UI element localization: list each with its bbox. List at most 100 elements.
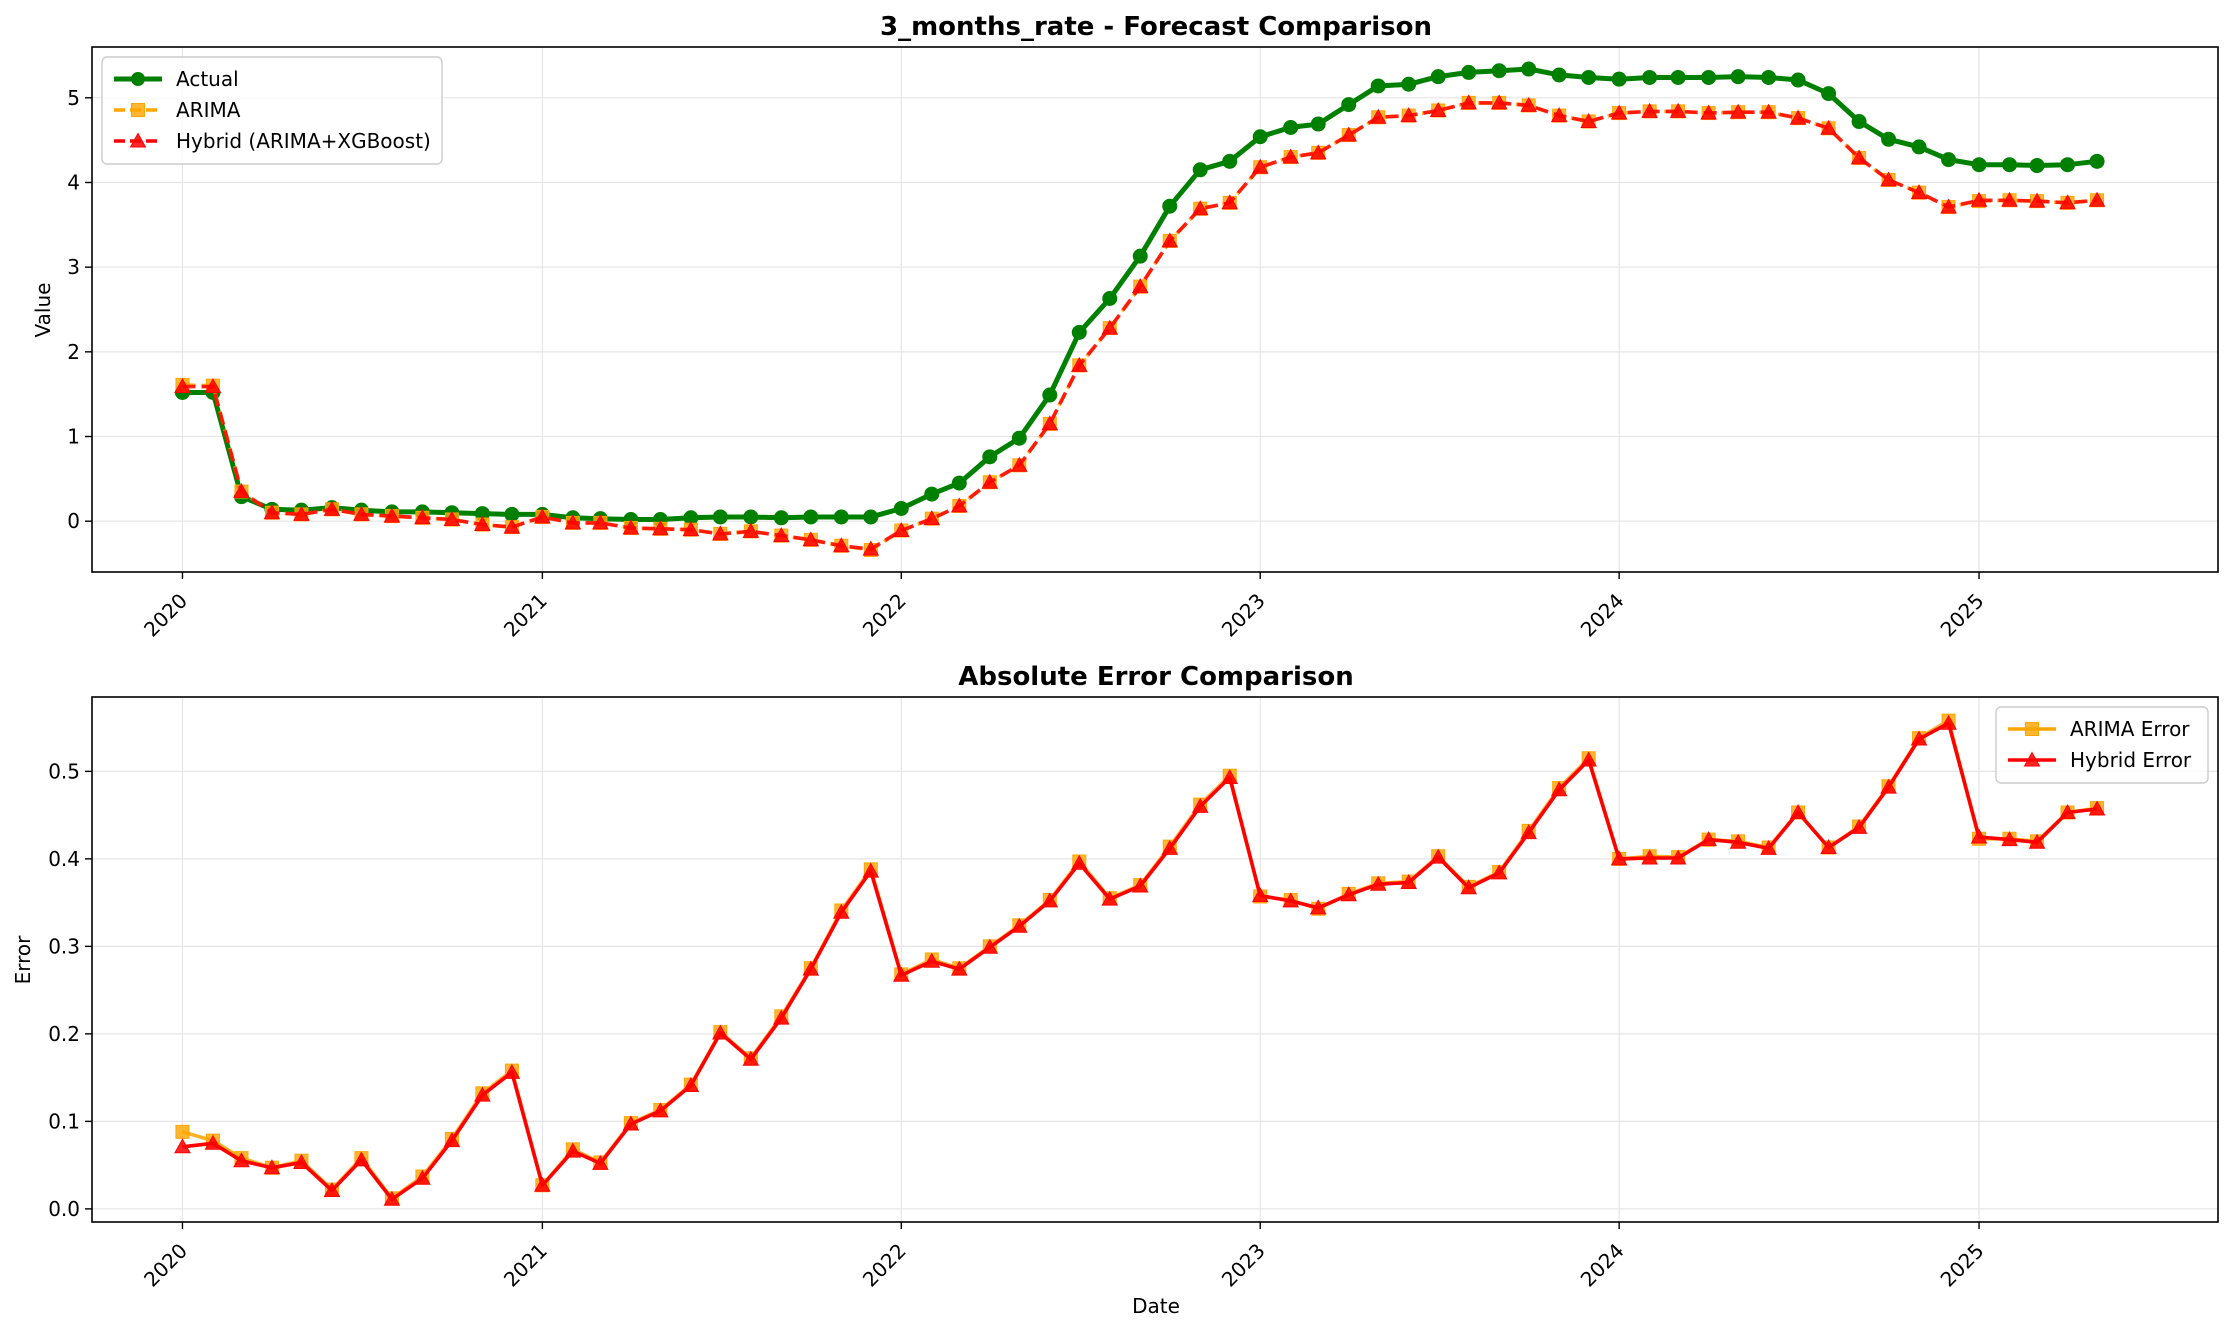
error-series-1 xyxy=(174,714,2106,1206)
forecast-series-line xyxy=(182,101,2098,552)
forecast-data-point xyxy=(2089,153,2105,169)
error-series-0 xyxy=(175,713,2105,1206)
forecast-data-point xyxy=(863,509,879,525)
error-y-tick-label: 0.0 xyxy=(48,1197,80,1221)
error-data-point xyxy=(950,960,968,976)
forecast-data-point xyxy=(1101,319,1119,335)
error-data-point xyxy=(923,952,941,968)
error-y-axis-label: Error xyxy=(11,935,35,985)
error-data-point xyxy=(1880,778,1897,794)
forecast-data-point xyxy=(204,378,222,394)
forecast-data-point xyxy=(1521,61,1537,77)
forecast-data-point xyxy=(1789,109,1807,125)
forecast-data-point xyxy=(1850,149,1868,165)
forecast-data-point xyxy=(1341,97,1357,113)
error-legend-marker xyxy=(2023,751,2041,767)
error-data-point xyxy=(175,1124,190,1139)
forecast-data-point xyxy=(1642,69,1658,85)
error-data-point xyxy=(1729,833,1747,849)
error-y-tick-label: 0.3 xyxy=(48,934,80,958)
error-series-line xyxy=(182,721,2098,1202)
forecast-legend-label: Hybrid (ARIMA+XGBoost) xyxy=(176,129,431,153)
error-data-point xyxy=(323,1181,341,1197)
error-data-point xyxy=(2088,800,2106,816)
error-data-point xyxy=(1340,886,1358,902)
error-data-point xyxy=(174,1138,191,1154)
forecast-legend-label: ARIMA xyxy=(176,98,241,122)
forecast-series-1 xyxy=(175,95,2105,557)
forecast-data-point xyxy=(1490,94,1508,110)
forecast-data-point xyxy=(1820,119,1837,135)
error-data-point xyxy=(981,938,999,954)
error-data-point xyxy=(1309,899,1327,915)
forecast-data-point xyxy=(383,507,401,523)
error-data-point xyxy=(652,1102,669,1118)
forecast-legend-marker xyxy=(131,72,145,86)
error-plot-frame xyxy=(91,696,2219,1223)
error-legend xyxy=(1995,706,2209,784)
error-data-point xyxy=(1641,849,1658,865)
forecast-y-tick-label: 5 xyxy=(67,86,80,110)
forecast-data-point xyxy=(1041,415,1059,431)
error-data-point xyxy=(1070,854,1088,870)
error-data-point xyxy=(1429,848,1447,864)
error-data-point xyxy=(293,1153,310,1169)
forecast-data-point xyxy=(833,509,849,525)
forecast-data-point xyxy=(1701,69,1717,85)
forecast-data-point xyxy=(263,504,281,520)
forecast-data-point xyxy=(1429,102,1447,117)
forecast-data-point xyxy=(1102,290,1118,306)
forecast-x-tick-label: 2022 xyxy=(858,589,911,642)
forecast-data-point xyxy=(803,509,819,525)
forecast-data-point xyxy=(2002,157,2018,173)
error-data-point xyxy=(474,1086,491,1102)
forecast-data-point xyxy=(1520,96,1537,112)
forecast-x-tick-label: 2021 xyxy=(499,589,552,642)
forecast-data-point xyxy=(1042,387,1058,403)
forecast-x-tick-label: 2025 xyxy=(1936,589,1989,642)
error-data-point xyxy=(383,1190,401,1206)
forecast-y-tick-label: 4 xyxy=(67,170,80,194)
forecast-data-point xyxy=(1881,131,1897,147)
forecast-legend-label: Actual xyxy=(176,67,239,91)
forecast-data-point xyxy=(743,509,759,525)
error-data-point xyxy=(2059,803,2076,819)
forecast-data-point xyxy=(1340,126,1358,142)
forecast-data-point xyxy=(1551,67,1567,83)
forecast-data-point xyxy=(1641,102,1658,118)
forecast-data-point xyxy=(1071,324,1087,340)
forecast-data-point xyxy=(1252,129,1268,145)
forecast-data-point xyxy=(1880,171,1897,187)
error-data-point xyxy=(443,1132,461,1148)
forecast-data-point xyxy=(622,519,640,535)
forecast-data-point xyxy=(1283,119,1299,135)
forecast-data-point xyxy=(950,497,968,513)
forecast-y-axis-label: Value xyxy=(31,283,55,338)
error-data-point xyxy=(1010,917,1028,933)
error-data-point xyxy=(1850,818,1868,834)
forecast-data-point xyxy=(773,510,789,526)
error-data-point xyxy=(622,1115,640,1131)
forecast-data-point xyxy=(1161,232,1179,248)
error-data-point xyxy=(1251,887,1269,903)
error-x-tick-label: 2020 xyxy=(139,1239,192,1292)
error-data-point xyxy=(1550,781,1568,797)
forecast-x-tick-label: 2024 xyxy=(1576,589,1629,642)
forecast-data-point xyxy=(1971,157,1987,173)
forecast-series-2 xyxy=(174,94,2106,556)
forecast-data-point xyxy=(1132,248,1148,264)
forecast-data-point xyxy=(174,378,191,394)
forecast-data-point xyxy=(1580,113,1597,128)
forecast-legend xyxy=(101,56,443,165)
forecast-data-point xyxy=(1221,194,1239,210)
forecast-data-point xyxy=(1669,102,1687,118)
forecast-data-point xyxy=(1400,107,1418,123)
error-data-point xyxy=(1131,877,1149,893)
error-data-point xyxy=(1820,838,1837,854)
error-y-tick-label: 0.2 xyxy=(48,1022,80,1046)
error-data-point xyxy=(1041,892,1059,908)
forecast-data-point xyxy=(652,520,669,536)
forecast-y-tick-label: 2 xyxy=(67,340,80,364)
forecast-data-point xyxy=(1821,86,1837,102)
